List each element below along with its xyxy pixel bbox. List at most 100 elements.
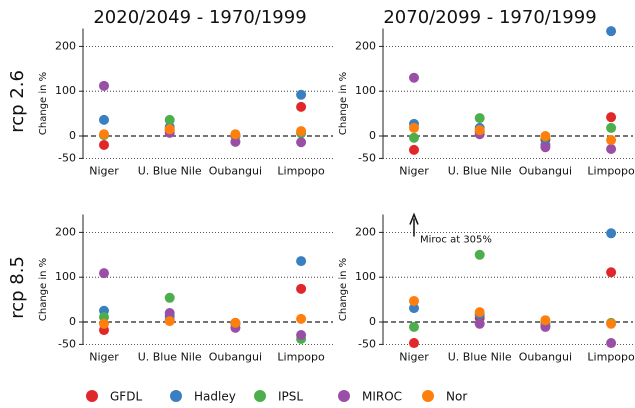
dot (99, 139, 109, 150)
dot (296, 329, 307, 340)
dot (409, 144, 419, 155)
dot (606, 338, 617, 349)
dot (540, 315, 551, 326)
legend-label: GFDL (110, 390, 142, 404)
x-tick-label: Niger (89, 164, 119, 177)
dot (540, 131, 551, 141)
x-tick-label: U. Blue Nile (138, 164, 202, 177)
dot (99, 268, 109, 279)
dot (409, 321, 419, 332)
dot (474, 249, 485, 260)
y-tick-label: 200 (355, 39, 376, 52)
x-tick-label: Limpopo (277, 350, 325, 363)
x-tick-label: Limpopo (587, 164, 635, 177)
dot (296, 137, 307, 148)
y-tick-label: 200 (355, 225, 376, 238)
y-tick-label: -50 (358, 151, 376, 164)
dot (409, 122, 419, 133)
dot (606, 135, 617, 146)
dot (164, 114, 175, 125)
dot (296, 283, 307, 294)
x-tick-label: Niger (399, 350, 429, 363)
dot (409, 72, 419, 83)
dot (606, 228, 617, 239)
x-tick-label: U. Blue Nile (448, 350, 512, 363)
x-tick-label: Limpopo (277, 164, 325, 177)
y-tick-label: 100 (355, 270, 376, 283)
legend-label: MIROC (362, 390, 402, 404)
y-tick-label: 100 (55, 270, 76, 283)
dot (164, 316, 175, 327)
dot (296, 89, 307, 100)
y-tick-label: 200 (55, 225, 76, 238)
y-tick-label: 200 (55, 39, 76, 52)
x-tick-label: Oubangui (209, 164, 262, 177)
legend-swatch (170, 390, 182, 402)
x-tick-label: Oubangui (519, 164, 572, 177)
y-tick-label: 100 (55, 84, 76, 97)
legend-label: Nor (446, 390, 467, 404)
y-tick-label: -50 (358, 337, 376, 350)
dot (99, 129, 109, 140)
y-axis-label: Change in % (38, 72, 49, 135)
off-scale-arrow (409, 212, 419, 237)
y-axis-label: Change in % (38, 258, 49, 321)
dot (606, 267, 617, 278)
legend-swatch (422, 390, 434, 402)
row-label: rcp 2.6 (7, 70, 28, 133)
y-tick-label: 0 (69, 129, 76, 142)
x-tick-label: U. Blue Nile (138, 350, 202, 363)
dot (99, 80, 109, 91)
dot (540, 142, 551, 153)
legend-swatch (254, 390, 266, 402)
x-tick-label: Oubangui (209, 350, 262, 363)
dot (474, 318, 485, 329)
dot (606, 318, 617, 329)
dot (296, 256, 307, 267)
y-tick-label: -50 (58, 151, 76, 164)
dot (99, 114, 109, 125)
y-tick-label: 0 (69, 315, 76, 328)
dot (230, 317, 241, 328)
y-tick-label: 0 (369, 315, 376, 328)
dot (606, 143, 617, 154)
y-axis-label: Change in % (338, 72, 349, 135)
x-tick-label: Niger (399, 164, 429, 177)
dot (606, 112, 617, 123)
x-tick-label: Limpopo (587, 350, 635, 363)
x-tick-label: Niger (89, 350, 119, 363)
y-tick-label: 0 (369, 129, 376, 142)
dot (409, 338, 419, 349)
dot (296, 313, 307, 324)
dot (606, 122, 617, 133)
legend-label: Hadley (194, 390, 236, 404)
x-tick-label: Oubangui (519, 350, 572, 363)
dot (164, 124, 175, 135)
dot (296, 101, 307, 112)
x-tick-label: U. Blue Nile (448, 164, 512, 177)
dot (230, 136, 241, 147)
dot (474, 125, 485, 136)
dot (409, 132, 419, 143)
dot (606, 26, 617, 37)
dot (99, 318, 109, 329)
dot (474, 307, 485, 318)
column-title: 2070/2099 - 1970/1999 (383, 7, 596, 28)
y-axis-label: Change in % (338, 258, 349, 321)
dot (409, 303, 419, 314)
annotation: Miroc at 305% (420, 234, 492, 245)
dot (474, 113, 485, 124)
dot (230, 129, 241, 140)
dot (296, 126, 307, 137)
y-tick-label: 100 (355, 84, 376, 97)
y-tick-label: -50 (58, 337, 76, 350)
legend-swatch (338, 390, 350, 402)
dot (409, 295, 419, 306)
column-title: 2020/2049 - 1970/1999 (93, 7, 306, 28)
legend-label: IPSL (278, 390, 303, 404)
dot (164, 308, 175, 319)
dot (164, 292, 175, 303)
row-label: rcp 8.5 (7, 256, 28, 319)
legend-swatch (86, 390, 98, 402)
